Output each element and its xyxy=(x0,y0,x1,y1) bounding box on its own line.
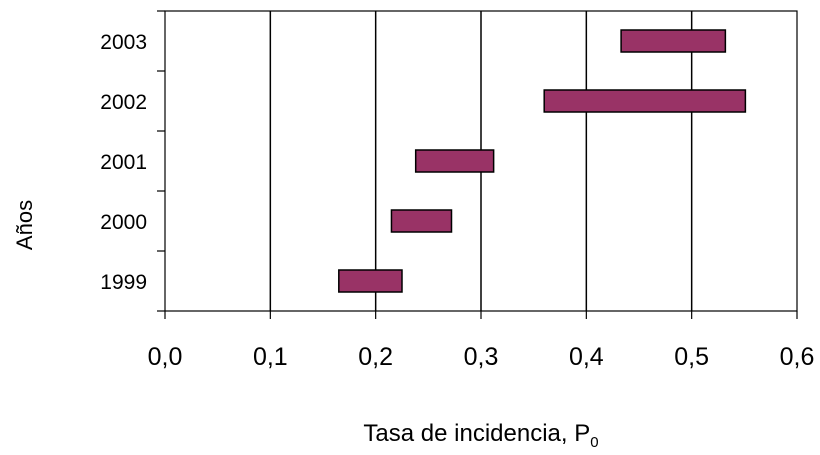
bar-2001 xyxy=(414,149,495,173)
x-tick-label: 0,0 xyxy=(148,343,183,371)
x-tick-label: 0,1 xyxy=(253,343,288,371)
bar-1999 xyxy=(338,269,403,293)
y-tick-label: 2003 xyxy=(100,31,147,54)
y-tick-label: 2000 xyxy=(100,211,147,234)
bar-2002 xyxy=(543,89,747,113)
x-tick-label: 0,4 xyxy=(569,343,604,371)
bar-2003 xyxy=(620,29,727,53)
y-tick-label: 1999 xyxy=(100,271,147,294)
x-tick-label: 0,5 xyxy=(674,343,709,371)
x-axis-label: Tasa de incidencia, P0 xyxy=(165,420,797,451)
y-axis-label: Años xyxy=(12,199,37,251)
x-tick-label: 0,6 xyxy=(780,343,815,371)
x-tick-label: 0,2 xyxy=(358,343,393,371)
y-tick-label: 2002 xyxy=(100,91,147,114)
y-tick-label: 2001 xyxy=(100,151,147,174)
x-axis-label-subscript: 0 xyxy=(590,433,599,451)
bar-2000 xyxy=(390,209,453,233)
x-tick-label: 0,3 xyxy=(464,343,499,371)
x-axis-label-text: Tasa de incidencia, P xyxy=(363,420,591,447)
